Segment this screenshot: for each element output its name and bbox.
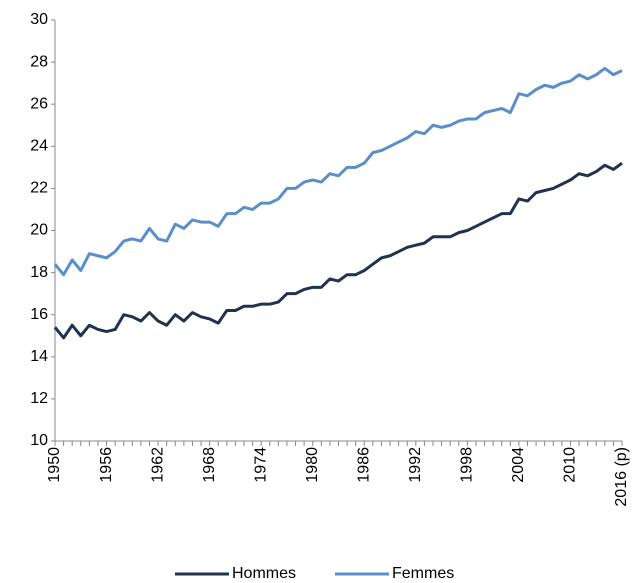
series-line bbox=[53, 161, 623, 340]
x-tick-label: 1992 bbox=[407, 447, 424, 483]
x-tick-label: 2010 bbox=[562, 447, 579, 483]
y-tick-label: 10 bbox=[30, 432, 48, 449]
series-line bbox=[53, 66, 623, 277]
x-tick-label: 1968 bbox=[201, 447, 218, 483]
y-tick-label: 22 bbox=[30, 180, 48, 197]
x-tick-label: 2016 (p) bbox=[613, 447, 630, 507]
x-tick-label: 1962 bbox=[149, 447, 166, 483]
x-tick-label: 1980 bbox=[304, 447, 321, 483]
y-tick-label: 20 bbox=[30, 222, 48, 239]
x-tick-label: 1986 bbox=[355, 447, 372, 483]
y-tick-label: 28 bbox=[30, 53, 48, 70]
y-tick-label: 16 bbox=[30, 306, 48, 323]
y-tick-label: 24 bbox=[30, 138, 48, 155]
y-tick-label: 18 bbox=[30, 264, 48, 281]
y-tick-label: 14 bbox=[30, 348, 48, 365]
y-tick-label: 30 bbox=[30, 11, 48, 28]
y-tick-label: 26 bbox=[30, 95, 48, 112]
x-tick-label: 1974 bbox=[252, 447, 269, 483]
x-tick-label: 1998 bbox=[459, 447, 476, 483]
x-tick-label: 2004 bbox=[510, 447, 527, 483]
legend-label: Hommes bbox=[232, 565, 296, 582]
legend-label: Femmes bbox=[392, 565, 454, 582]
x-tick-label: 1950 bbox=[46, 447, 63, 483]
y-tick-label: 12 bbox=[30, 390, 48, 407]
x-tick-label: 1956 bbox=[98, 447, 115, 483]
